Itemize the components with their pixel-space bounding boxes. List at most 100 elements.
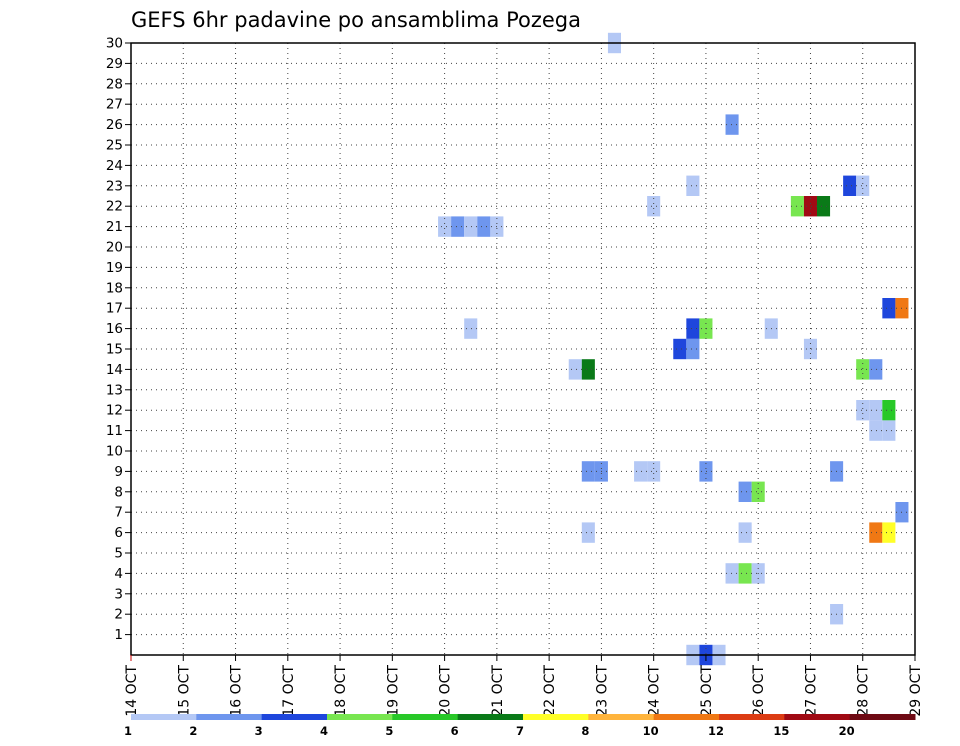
colorbar-swatch <box>457 714 524 720</box>
x-tick-label: 17 OCT <box>281 665 297 717</box>
colorbar-swatch <box>196 714 263 720</box>
x-tick-label: 24 OCT <box>647 665 663 717</box>
precip-cell <box>790 196 804 217</box>
colorbar-swatch <box>392 714 459 720</box>
precip-cell <box>725 563 739 584</box>
grid-layer <box>130 42 916 655</box>
x-tick-label: 21 OCT <box>490 665 506 717</box>
precip-cell <box>882 298 896 319</box>
precip-cell <box>464 216 478 237</box>
precip-cell <box>751 481 765 502</box>
y-tick-label: 11 <box>106 423 123 439</box>
y-tick-label: 18 <box>106 280 123 296</box>
precip-cell <box>568 359 582 380</box>
colorbar-swatch <box>719 714 785 720</box>
y-tick-label: 15 <box>106 342 123 358</box>
precip-cell <box>647 461 661 482</box>
y-tick-label: 7 <box>114 505 123 521</box>
y-tick-label: 29 <box>106 56 123 72</box>
axis-layer: 1234567891011121314151617181920212223242… <box>106 36 924 717</box>
x-tick-label: 15 OCT <box>176 665 192 717</box>
y-tick-label: 14 <box>106 362 123 378</box>
precip-cell <box>686 175 700 196</box>
precip-cell <box>581 461 595 482</box>
cells-layer <box>438 32 909 666</box>
y-tick-label: 6 <box>114 525 123 541</box>
colorbar-swatch <box>131 714 197 720</box>
y-tick-label: 3 <box>114 586 123 602</box>
y-tick-label: 24 <box>106 158 123 174</box>
colorbar-label: 15 <box>773 724 789 738</box>
colorbar-label: 1 <box>124 724 132 738</box>
precip-cell <box>869 420 883 441</box>
y-tick-label: 30 <box>106 36 123 52</box>
colorbar-label: 10 <box>643 724 659 738</box>
y-tick-label: 5 <box>114 546 123 562</box>
x-tick-label: 23 OCT <box>594 665 610 717</box>
plot-frame <box>130 42 916 656</box>
precip-cell <box>738 563 752 584</box>
x-tick-label: 22 OCT <box>542 665 558 717</box>
precip-cell <box>581 359 595 380</box>
y-tick-label: 19 <box>106 260 123 276</box>
x-tick-label: 28 OCT <box>856 665 872 717</box>
x-tick-label: 18 OCT <box>333 665 349 717</box>
colorbar-swatch <box>588 714 655 720</box>
precip-cell <box>882 400 896 421</box>
x-tick-label: 14 OCT <box>124 665 140 717</box>
x-tick-label: 29 OCT <box>908 665 924 717</box>
y-tick-label: 8 <box>114 484 123 500</box>
y-tick-label: 4 <box>114 566 123 582</box>
precip-cell <box>882 420 896 441</box>
colorbar-swatch <box>784 714 851 720</box>
y-tick-label: 1 <box>114 627 123 643</box>
y-tick-label: 26 <box>106 117 123 133</box>
colorbar-swatch <box>261 714 328 720</box>
colorbar-label: 6 <box>451 724 459 738</box>
precip-cell <box>869 359 883 380</box>
precip-cell <box>817 196 831 217</box>
y-tick-label: 25 <box>106 138 123 154</box>
precip-cell <box>869 400 883 421</box>
x-tick-label: 27 OCT <box>803 665 819 717</box>
precip-cell <box>451 216 465 237</box>
precip-cell <box>634 461 648 482</box>
precip-cell <box>477 216 491 237</box>
y-tick-label: 20 <box>106 240 123 256</box>
precip-cell <box>686 318 700 339</box>
y-tick-label: 12 <box>106 403 123 419</box>
colorbar-label: 3 <box>255 724 263 738</box>
colorbar-label: 4 <box>320 724 328 738</box>
precip-cell <box>869 522 883 543</box>
y-tick-label: 21 <box>106 219 123 235</box>
precip-cell <box>581 522 595 543</box>
precip-cell <box>438 216 452 237</box>
precip-cell <box>856 400 870 421</box>
colorbar-swatch <box>849 714 916 720</box>
precip-cell <box>686 338 700 360</box>
precip-cell <box>673 338 687 360</box>
colorbar-swatch <box>327 714 393 720</box>
colorbar-label: 12 <box>708 724 724 738</box>
y-tick-label: 9 <box>114 464 123 480</box>
y-tick-label: 16 <box>106 321 123 337</box>
precip-cell <box>843 175 857 196</box>
x-tick-label: 25 OCT <box>699 665 715 717</box>
y-tick-label: 22 <box>106 199 123 215</box>
x-tick-label: 26 OCT <box>751 665 767 717</box>
colorbar-swatch <box>653 714 720 720</box>
y-tick-label: 13 <box>106 382 123 398</box>
x-tick-label: 20 OCT <box>438 665 454 717</box>
colorbar-swatch <box>523 714 589 720</box>
colorbar-label: 20 <box>839 724 855 738</box>
precip-cell <box>738 522 752 543</box>
precip-cell <box>803 196 817 217</box>
colorbar-label: 2 <box>189 724 197 738</box>
precip-cell <box>856 175 870 196</box>
colorbar-label: 5 <box>385 724 393 738</box>
precip-cell <box>882 522 896 543</box>
x-tick-label: 16 OCT <box>229 665 245 717</box>
y-tick-label: 10 <box>106 444 123 460</box>
